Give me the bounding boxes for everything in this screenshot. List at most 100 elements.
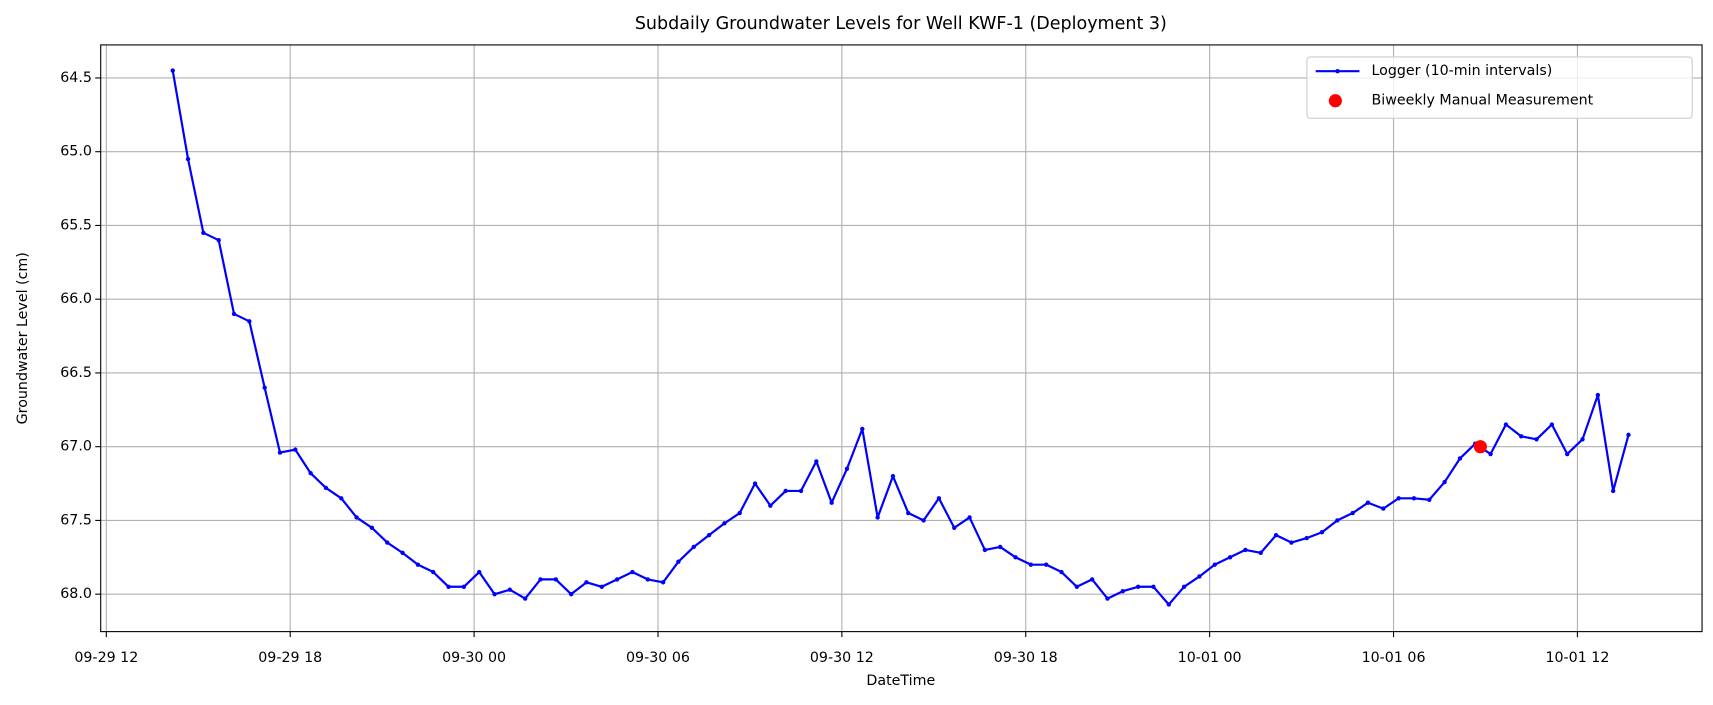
data-point bbox=[890, 473, 896, 479]
data-point bbox=[247, 319, 252, 324]
data-point bbox=[814, 459, 819, 464]
y-tick-label: 64.5 bbox=[60, 70, 92, 86]
x-tick-label: 09-30 18 bbox=[994, 650, 1058, 666]
data-point bbox=[860, 426, 865, 432]
data-point bbox=[844, 466, 850, 471]
data-point bbox=[1442, 479, 1447, 485]
data-point bbox=[522, 596, 528, 601]
data-point bbox=[952, 525, 957, 530]
data-point bbox=[599, 584, 604, 589]
data-point bbox=[553, 577, 559, 582]
y-tick-label: 68.0 bbox=[60, 586, 92, 602]
data-point bbox=[1166, 602, 1171, 607]
data-point bbox=[1519, 434, 1524, 439]
data-point bbox=[461, 584, 467, 589]
y-tick-label: 66.5 bbox=[60, 365, 92, 381]
data-point bbox=[921, 518, 926, 523]
data-point bbox=[1319, 530, 1325, 535]
y-tick-label: 67.5 bbox=[60, 512, 92, 528]
data-point bbox=[737, 510, 742, 516]
data-point bbox=[1488, 451, 1493, 457]
data-point bbox=[936, 496, 942, 501]
data-point bbox=[568, 591, 574, 597]
data-point bbox=[783, 488, 788, 494]
data-point bbox=[323, 485, 329, 491]
data-point bbox=[875, 515, 880, 520]
data-point bbox=[339, 496, 344, 501]
data-point bbox=[1028, 562, 1034, 567]
x-tick-label: 10-01 06 bbox=[1362, 650, 1426, 666]
y-tick-label: 65.5 bbox=[60, 217, 92, 233]
x-tick-label: 10-01 12 bbox=[1545, 650, 1609, 666]
data-point bbox=[1580, 437, 1585, 442]
data-point bbox=[1212, 562, 1217, 567]
x-tick-label: 09-30 12 bbox=[810, 650, 874, 666]
data-point bbox=[967, 515, 972, 520]
data-point bbox=[1243, 547, 1248, 553]
data-point bbox=[354, 515, 359, 520]
data-point bbox=[660, 580, 666, 585]
legend-box bbox=[1306, 56, 1693, 119]
data-point bbox=[507, 587, 513, 592]
data-point bbox=[1381, 506, 1386, 511]
data-point bbox=[614, 577, 620, 582]
legend-label: Logger (10-min intervals) bbox=[1371, 63, 1552, 79]
data-point bbox=[1350, 510, 1355, 516]
data-point bbox=[1105, 596, 1110, 601]
y-axis-label: Groundwater Level (cm) bbox=[15, 252, 31, 424]
data-point bbox=[415, 562, 421, 567]
legend-marker bbox=[1328, 94, 1342, 108]
data-point bbox=[906, 510, 911, 516]
data-point bbox=[308, 471, 313, 476]
data-point bbox=[369, 525, 375, 530]
data-point bbox=[1043, 562, 1049, 567]
data-point bbox=[722, 521, 727, 526]
data-point bbox=[1258, 550, 1263, 556]
data-point bbox=[1197, 574, 1202, 579]
data-point bbox=[492, 591, 497, 597]
y-tick-label: 65.0 bbox=[60, 144, 92, 160]
data-point bbox=[446, 584, 451, 589]
x-tick-label: 09-30 06 bbox=[626, 650, 690, 666]
data-point bbox=[1120, 589, 1125, 594]
data-point bbox=[1534, 437, 1539, 442]
data-point bbox=[201, 230, 206, 236]
data-point bbox=[538, 577, 543, 582]
data-point bbox=[431, 569, 436, 575]
data-point bbox=[630, 569, 635, 575]
data-point bbox=[1135, 584, 1141, 589]
data-point bbox=[185, 156, 191, 162]
data-point bbox=[170, 68, 175, 73]
data-point bbox=[1396, 496, 1401, 501]
x-axis-label: DateTime bbox=[866, 673, 935, 689]
legend-marker bbox=[1335, 69, 1340, 74]
data-point bbox=[829, 500, 834, 505]
data-point bbox=[1457, 456, 1463, 461]
data-point bbox=[216, 238, 221, 243]
x-tick-label: 09-29 18 bbox=[258, 650, 322, 666]
data-point bbox=[1181, 584, 1187, 589]
x-tick-label: 09-29 12 bbox=[74, 650, 138, 666]
data-point bbox=[768, 503, 773, 508]
data-line bbox=[171, 70, 1630, 606]
data-point bbox=[1289, 540, 1294, 545]
legend-label: Biweekly Manual Measurement bbox=[1371, 93, 1593, 109]
y-tick-label: 67.0 bbox=[60, 439, 92, 455]
data-point bbox=[798, 488, 804, 494]
data-point bbox=[477, 569, 482, 575]
data-point bbox=[1365, 500, 1371, 505]
data-point bbox=[385, 540, 390, 545]
plot-frame bbox=[100, 44, 1703, 633]
data-point bbox=[998, 544, 1003, 550]
data-point bbox=[676, 559, 681, 564]
x-tick-label: 10-01 00 bbox=[1178, 650, 1242, 666]
data-point bbox=[231, 311, 237, 317]
data-point bbox=[1595, 392, 1601, 398]
data-point bbox=[584, 580, 589, 585]
data-point bbox=[400, 550, 405, 556]
data-point bbox=[1427, 497, 1432, 502]
data-point bbox=[1610, 488, 1616, 494]
data-point bbox=[1626, 432, 1631, 438]
data-point bbox=[645, 577, 650, 582]
